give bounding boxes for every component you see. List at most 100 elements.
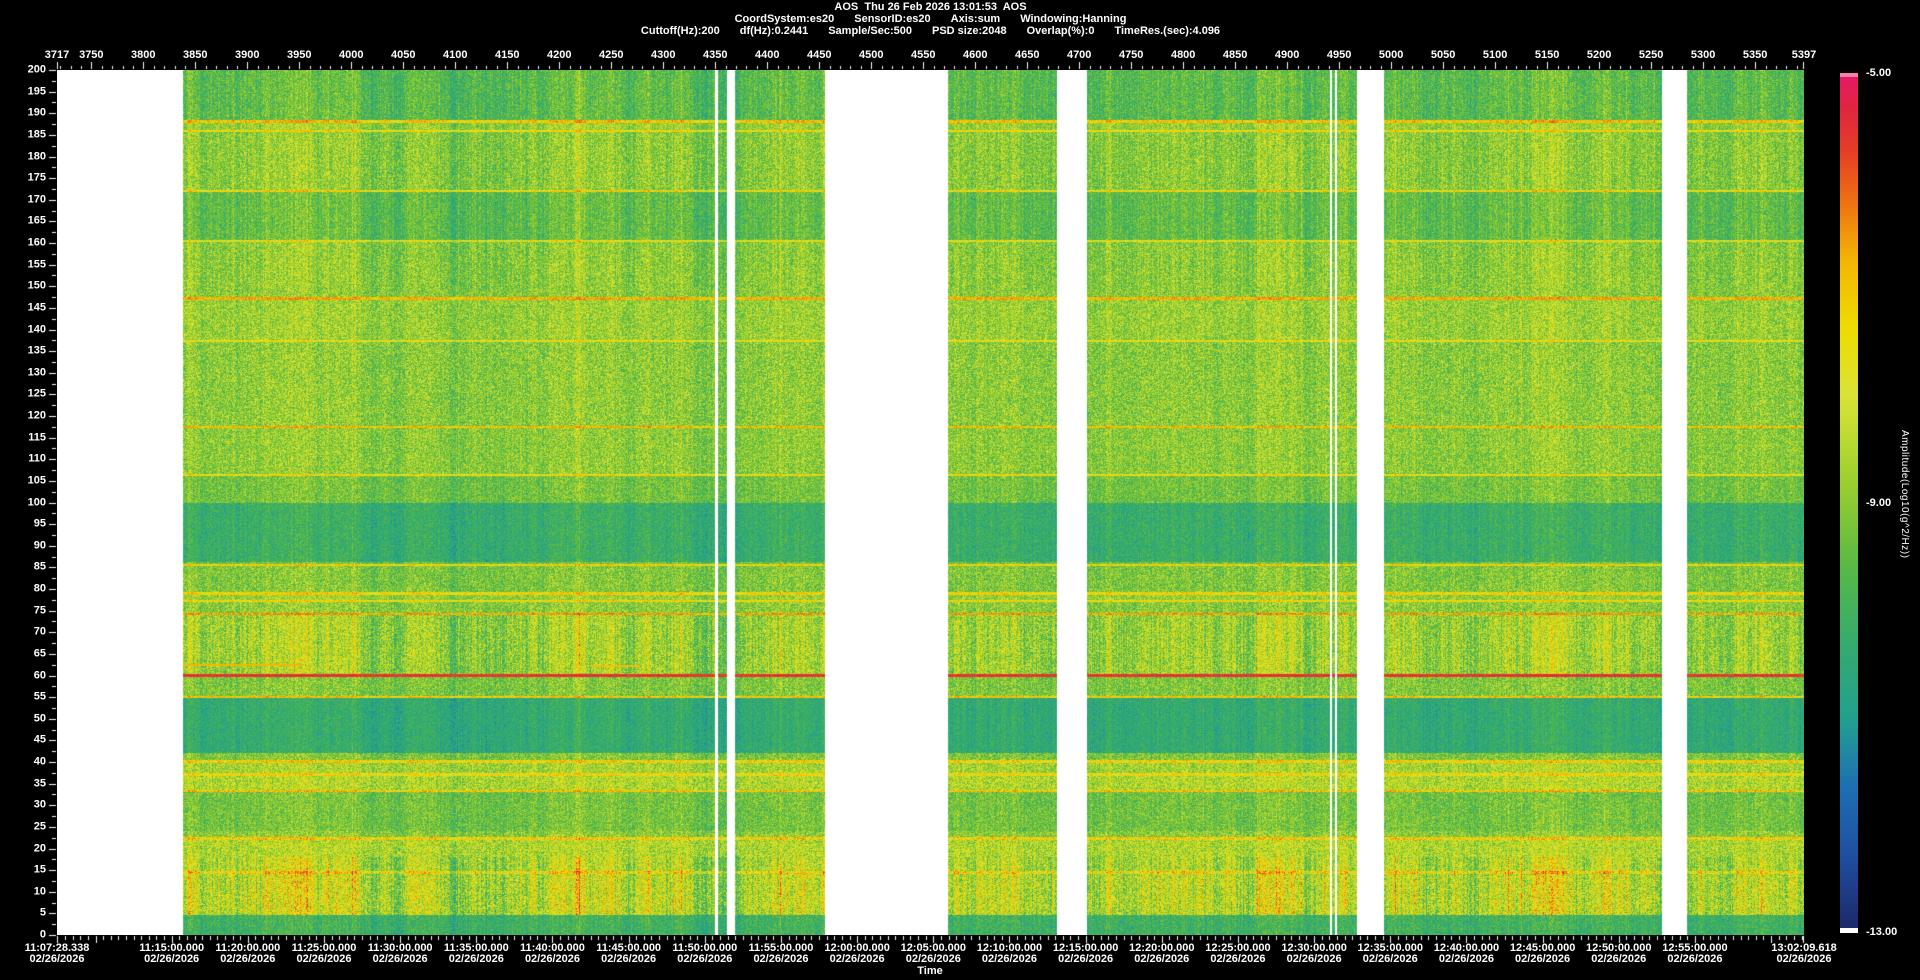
- freq-axis-tick-label: 25: [33, 820, 46, 833]
- record-axis-tick-label: 5100: [1482, 49, 1508, 61]
- freq-axis-tick-label: 180: [27, 150, 46, 162]
- date-label: 02/26/2026: [1776, 953, 1832, 965]
- record-axis-tick-label: 4250: [599, 49, 624, 61]
- time-tick-label: 11:20:00.000 02/26/2026: [215, 943, 280, 965]
- colorbar-cap-strip: [1840, 73, 1858, 77]
- date-label: 02/26/2026: [829, 953, 885, 965]
- date-label: 02/26/2026: [144, 953, 200, 965]
- time-tick-label: 12:55:00.000 02/26/2026: [1662, 943, 1727, 965]
- time-value: 12:20:00.000: [1129, 942, 1195, 954]
- freq-axis-tick-label: 85: [33, 560, 46, 573]
- record-axis-tick-label: 3950: [287, 49, 312, 61]
- freq-axis-tick-label: 135: [27, 344, 46, 357]
- freq-axis-tick-label: 200: [27, 63, 46, 76]
- time-tick-label: 12:10:00.000 02/26/2026: [977, 943, 1042, 965]
- time-value: 11:30:00.000: [367, 942, 433, 954]
- record-axis-tick-label: 3850: [183, 49, 208, 61]
- time-tick-label: 12:40:00.000 02/26/2026: [1434, 943, 1499, 965]
- freq-axis-tick-label: 115: [28, 431, 46, 444]
- time-tick-label: 12:15:00.000 02/26/2026: [1053, 943, 1118, 965]
- time-value: 12:05:00.000: [900, 942, 967, 954]
- freq-axis-tick-label: 95: [33, 517, 46, 530]
- date-label: 02/26/2026: [601, 953, 657, 965]
- time-tick-label: 12:00:00.000 02/26/2026: [824, 943, 889, 965]
- time-tick-label: 11:55:00.000 02/26/2026: [749, 943, 814, 965]
- record-axis-tick-label: 3717: [44, 49, 70, 61]
- date-label: 02/26/2026: [1058, 953, 1114, 965]
- time-value: 11:55:00.000: [748, 942, 814, 954]
- freq-axis-tick-label: 195: [27, 85, 46, 98]
- record-axis-tick-label: 4200: [547, 49, 572, 61]
- freq-axis-tick-label: 65: [33, 647, 46, 660]
- freq-axis-tick-label: 5: [39, 906, 46, 919]
- time-value: 11:15:00.000: [139, 942, 205, 954]
- time-tick-label: 11:07:28.338 02/26/2026: [25, 943, 90, 965]
- record-axis-tick-label: 4700: [1066, 49, 1092, 61]
- freq-axis-tick-label: 10: [33, 885, 46, 898]
- freq-axis-tick-label: 90: [33, 539, 46, 552]
- freq-axis-tick-label: 15: [33, 863, 46, 876]
- date-label: 02/26/2026: [372, 953, 428, 965]
- time-value: 12:00:00.000: [824, 942, 890, 954]
- colorbar-min-label: -13.00: [1866, 926, 1898, 938]
- date-label: 02/26/2026: [1362, 953, 1418, 965]
- record-axis-tick-label: 4850: [1222, 49, 1248, 61]
- record-axis-tick-label: 4950: [1326, 49, 1352, 61]
- record-axis-tick-label: 4550: [910, 49, 936, 61]
- freq-axis-tick-label: 110: [28, 452, 46, 465]
- record-axis-tick-label: 4650: [1014, 49, 1040, 61]
- record-axis-tick-label: 4900: [1274, 49, 1300, 61]
- time-tick-label: 12:50:00.000 02/26/2026: [1586, 943, 1651, 965]
- time-value: 11:35:00.000: [443, 942, 509, 954]
- colorbar-mid-label: -9.00: [1866, 497, 1892, 509]
- date-label: 02/26/2026: [1438, 953, 1494, 965]
- time-value: 12:25:00.000: [1205, 942, 1271, 954]
- date-label: 02/26/2026: [448, 953, 504, 965]
- record-axis-tick-label: 3900: [235, 49, 260, 61]
- record-axis-tick-label: 3800: [131, 49, 156, 61]
- record-axis-tick-label: 5200: [1586, 49, 1612, 61]
- time-value: 11:40:00.000: [520, 942, 585, 954]
- record-axis-tick-label: 4400: [754, 49, 780, 61]
- record-axis-tick-label: 4000: [339, 49, 364, 61]
- time-tick-label: 12:35:00.000 02/26/2026: [1358, 943, 1423, 965]
- record-axis-tick-label: 5050: [1430, 49, 1456, 61]
- freq-axis-tick-label: 45: [33, 733, 46, 746]
- time-tick-label: 11:25:00.000 02/26/2026: [292, 943, 357, 965]
- date-label: 02/26/2026: [981, 953, 1037, 965]
- record-axis-tick-label: 3750: [79, 49, 104, 61]
- freq-axis-tick-label: 145: [27, 301, 46, 314]
- freq-axis-tick-label: 150: [27, 279, 46, 292]
- freq-axis-tick-label: 30: [33, 798, 46, 811]
- time-tick-label: 13:02:09.618 02/26/2026: [1771, 943, 1836, 965]
- date-label: 02/26/2026: [677, 953, 733, 965]
- record-axis-tick-label: 4050: [391, 49, 416, 61]
- freq-axis-tick-label: 50: [33, 712, 46, 725]
- freq-axis-tick-label: 100: [27, 496, 46, 508]
- time-axis-title: Time: [917, 965, 943, 977]
- date-label: 02/26/2026: [1667, 953, 1723, 965]
- date-label: 02/26/2026: [1286, 953, 1342, 965]
- freq-axis-tick-label: 70: [33, 625, 46, 638]
- time-tick-label: 12:05:00.000 02/26/2026: [901, 943, 966, 965]
- time-tick-label: 11:30:00.000 02/26/2026: [368, 943, 433, 965]
- record-axis-tick-label: 4800: [1170, 49, 1196, 61]
- freq-axis-tick-label: 190: [27, 106, 46, 119]
- time-value: 11:20:00.000: [215, 942, 281, 954]
- record-axis-tick-label: 5150: [1534, 49, 1560, 61]
- record-axis-tick-label: 5000: [1378, 49, 1404, 61]
- freq-axis-tick-label: 165: [27, 214, 46, 227]
- date-label: 02/26/2026: [1591, 953, 1647, 965]
- date-label: 02/26/2026: [753, 953, 809, 965]
- time-tick-label: 12:25:00.000 02/26/2026: [1205, 943, 1270, 965]
- record-axis-tick-label: 4300: [651, 49, 676, 61]
- record-axis-tick-label: 4350: [702, 49, 728, 61]
- freq-axis-tick-label: 105: [27, 474, 46, 487]
- date-label: 02/26/2026: [1515, 953, 1571, 965]
- date-label: 02/26/2026: [29, 953, 85, 965]
- record-axis-tick-label: 4150: [495, 49, 520, 61]
- record-axis-tick-label: 5250: [1638, 49, 1664, 61]
- date-label: 02/26/2026: [296, 953, 352, 965]
- time-tick-label: 11:35:00.000 02/26/2026: [444, 943, 509, 965]
- time-value: 12:55:00.000: [1662, 942, 1728, 954]
